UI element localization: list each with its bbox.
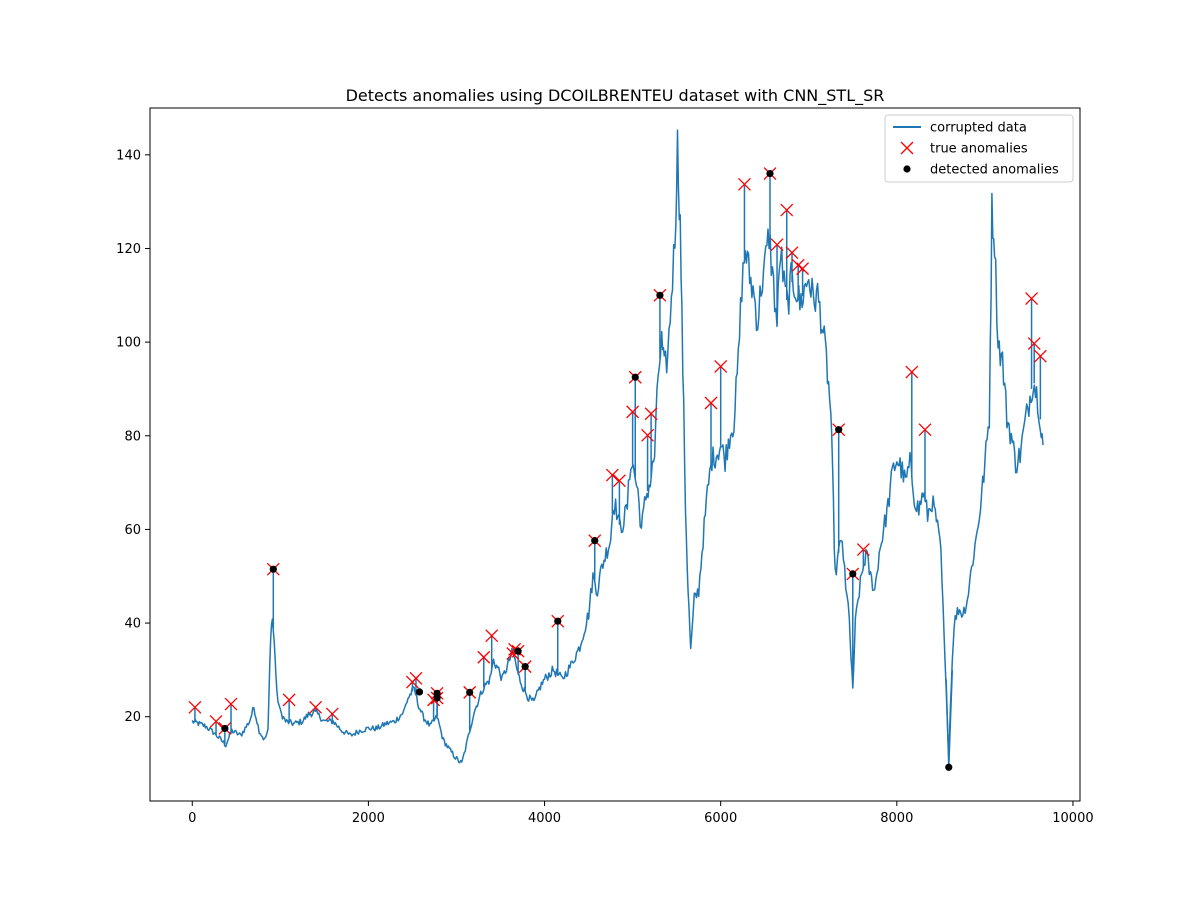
- y-tick-label: 100: [116, 336, 141, 351]
- true-anomaly-marker: [309, 700, 323, 714]
- y-tick-label: 60: [124, 523, 141, 538]
- detected-anomaly-marker: [221, 724, 229, 733]
- y-tick-label: 20: [124, 710, 141, 725]
- true-anomaly-marker: [1033, 349, 1047, 363]
- y-tick-label: 120: [116, 242, 141, 257]
- true-anomaly-marker: [1025, 292, 1039, 306]
- true-anomaly-marker: [796, 262, 810, 276]
- y-tick-label: 40: [124, 617, 141, 632]
- x-tick-label: 4000: [528, 811, 561, 826]
- true-anomaly-marker: [905, 365, 919, 379]
- true-anomaly-marker: [612, 474, 626, 488]
- anomaly-spike: [948, 669, 954, 768]
- legend-label: detected anomalies: [930, 163, 1059, 178]
- true-anomaly-marker: [738, 177, 751, 191]
- series-layer: [191, 129, 1044, 768]
- legend-x-swatch: [900, 141, 914, 155]
- anomaly-spike: [945, 679, 950, 768]
- detected-anomaly-marker: [766, 169, 774, 178]
- legend-box: [884, 114, 1074, 183]
- detected-anomaly-marker: [466, 688, 474, 696]
- detected-anomaly-marker: [631, 373, 639, 381]
- legend: corrupted data true anomalies detected ano…: [884, 114, 1074, 183]
- detected-anomaly-marker: [415, 688, 424, 696]
- detected-anomaly-marker: [591, 537, 599, 545]
- detected-anomaly-marker: [269, 565, 277, 573]
- x-tick-label: 2000: [352, 811, 385, 826]
- axes-frame: [149, 107, 1081, 802]
- corrupted-data-line: [191, 129, 1044, 764]
- true-anomaly-marker: [856, 543, 870, 557]
- true-anomaly-marker: [641, 428, 655, 442]
- detected-anomaly-marker: [433, 694, 441, 702]
- true-anomaly-marker: [785, 246, 799, 260]
- plot-area: [150, 108, 1080, 801]
- true-anomaly-marker: [282, 693, 296, 707]
- true-anomaly-marker: [626, 405, 640, 419]
- x-tick-label: 8000: [880, 811, 913, 826]
- x-tick-label: 6000: [704, 811, 737, 826]
- true-anomaly-marker: [918, 423, 932, 437]
- legend-label: corrupted data: [930, 121, 1027, 136]
- true-anomaly-marker: [704, 396, 718, 410]
- axes-layer: 0 2000 4000 6000 8000 10000 20 40 60 80 100 120 140: [116, 107, 1094, 826]
- true-anomaly-marker: [325, 707, 339, 721]
- y-tick-label: 80: [124, 429, 141, 444]
- x-tick-label: 0: [188, 811, 196, 826]
- true-anomaly-marker: [485, 629, 499, 643]
- true-anomaly-marker: [209, 714, 223, 728]
- true-anomaly-marker: [770, 238, 784, 252]
- chart-title: Detects anomalies using DCOILBRENTEU dat…: [346, 86, 885, 106]
- detected-anomaly-marker: [945, 763, 953, 771]
- markers-layer: [188, 167, 1047, 771]
- true-anomaly-marker: [714, 360, 728, 373]
- detected-anomaly-marker: [849, 570, 857, 578]
- true-anomaly-marker: [188, 700, 202, 714]
- detected-anomaly-marker: [521, 663, 529, 671]
- true-anomaly-marker: [409, 671, 423, 685]
- true-anomaly-marker: [605, 468, 619, 482]
- true-anomaly-marker: [780, 203, 794, 217]
- x-tick-label: 10000: [1052, 811, 1093, 826]
- true-anomaly-marker: [644, 407, 658, 421]
- legend-dot-swatch: [903, 165, 911, 173]
- true-anomaly-marker: [477, 650, 491, 664]
- y-tick-label: 140: [116, 148, 141, 163]
- detected-anomaly-marker: [656, 291, 664, 299]
- legend-label: true anomalies: [930, 142, 1028, 157]
- detected-anomaly-marker: [514, 647, 522, 655]
- true-anomaly-marker: [1027, 337, 1041, 350]
- detected-anomaly-marker: [835, 426, 843, 434]
- true-anomaly-marker: [224, 697, 238, 711]
- detected-anomaly-marker: [554, 617, 562, 625]
